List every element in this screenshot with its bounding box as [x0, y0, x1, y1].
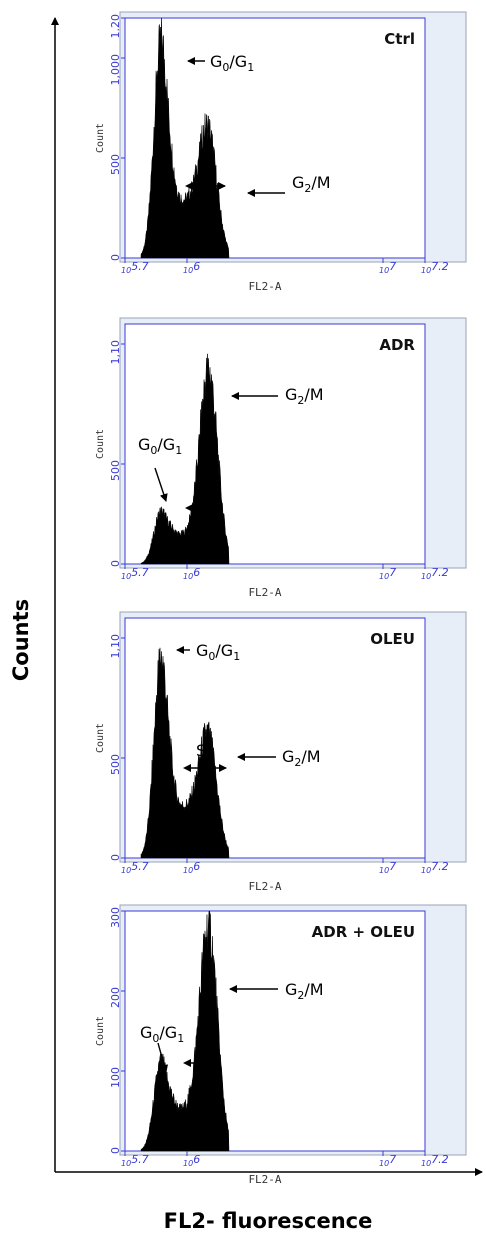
x-tick-label: 106 [183, 860, 200, 875]
phase-label-g2m: G2/M [285, 385, 324, 407]
histogram [140, 17, 230, 259]
y-tick-label: 1.20 [109, 14, 122, 39]
y-tick-label: 200 [109, 987, 122, 1008]
phase-label-g2m: G2/M [285, 980, 324, 1002]
x-tick-label: 105.7 [121, 260, 149, 275]
x-tick-label: 105.7 [121, 566, 149, 581]
y-tick-label: 0 [109, 854, 122, 861]
y-tick-label: 0 [109, 560, 122, 567]
x-tick-label: 105.7 [121, 860, 149, 875]
x-tick-label: 107 [379, 860, 396, 875]
condition-label: Ctrl [384, 30, 415, 48]
arrow-g0g1 [157, 1042, 168, 1073]
outer-y-axis-label: Counts [9, 599, 33, 681]
panel-oleu: 105.7 106 107 107.2 0 500 1,10 Count FL2-A OLEU G0… [95, 611, 467, 893]
x-tick-label: 106 [183, 260, 200, 275]
inner-x-label: FL2-A [248, 880, 281, 893]
x-tick-label: 107.2 [421, 860, 449, 875]
y-tick-label: 500 [109, 754, 122, 775]
x-tick-label: 107 [379, 566, 396, 581]
phase-label-s: S [196, 1036, 206, 1055]
inner-x-label: FL2-A [248, 280, 281, 293]
y-tick-label: 0 [109, 254, 122, 261]
phase-label-g2m: G2/M [282, 747, 321, 769]
phase-label-s: S [198, 162, 208, 181]
x-tick-label: 106 [183, 1153, 200, 1168]
inner-y-label: Count [95, 1016, 106, 1046]
x-tick-label: 107 [379, 1153, 396, 1168]
condition-label: ADR + OLEU [312, 923, 415, 941]
y-tick-label: 1,10 [109, 634, 122, 659]
y-tick-label: 100 [109, 1067, 122, 1088]
phase-label-s: S [200, 478, 210, 497]
y-tick-label: 500 [109, 460, 122, 481]
x-tick-label: 107 [379, 260, 396, 275]
x-tick-label: 107.2 [421, 566, 449, 581]
x-tick-label: 107.2 [421, 1153, 449, 1168]
y-tick-label: 500 [109, 154, 122, 175]
y-tick-label: 1,000 [109, 54, 122, 86]
phase-label-g2m: G2/M [292, 173, 331, 195]
condition-label: ADR [379, 336, 415, 354]
x-tick-label: 105.7 [121, 1153, 149, 1168]
panel-adr: 105.7 106 107 107.2 0 500 1,10 Count FL2-A ADR G0/… [95, 317, 467, 599]
inner-x-label: FL2-A [248, 1173, 281, 1186]
phase-label-g0g1: G0/G1 [210, 52, 254, 74]
y-tick-label: 1,10 [109, 340, 122, 365]
phase-label-g0g1: G0/G1 [138, 435, 182, 457]
y-tick-label: 300 [109, 907, 122, 928]
phase-label-s: S [196, 741, 206, 760]
plot-area [124, 323, 426, 565]
inner-x-label: FL2-A [248, 586, 281, 599]
inner-y-label: Count [95, 123, 106, 153]
x-tick-label: 107.2 [421, 260, 449, 275]
panel-ctrl: 105.7 106 107 107.2 0 500 1,000 1.20 Count FL2-A C… [95, 11, 467, 293]
inner-y-label: Count [95, 429, 106, 459]
arrow-g0g1 [154, 467, 168, 502]
outer-x-axis-label: FL2- fluorescence [164, 1209, 373, 1233]
histogram [140, 910, 230, 1152]
inner-y-label: Count [95, 723, 106, 753]
condition-label: OLEU [370, 630, 415, 648]
y-tick-label: 0 [109, 1147, 122, 1154]
panel-adr-oleu: 105.7 106 107 107.2 0 100 200 300 Count FL2-A ADR … [95, 904, 467, 1186]
phase-label-g0g1: G0/G1 [140, 1023, 184, 1045]
panels: 105.7 106 107 107.2 0 500 1,000 1.20 Count FL2-A C… [95, 11, 467, 1186]
phase-label-g0g1: G0/G1 [196, 641, 240, 663]
x-tick-label: 106 [183, 566, 200, 581]
